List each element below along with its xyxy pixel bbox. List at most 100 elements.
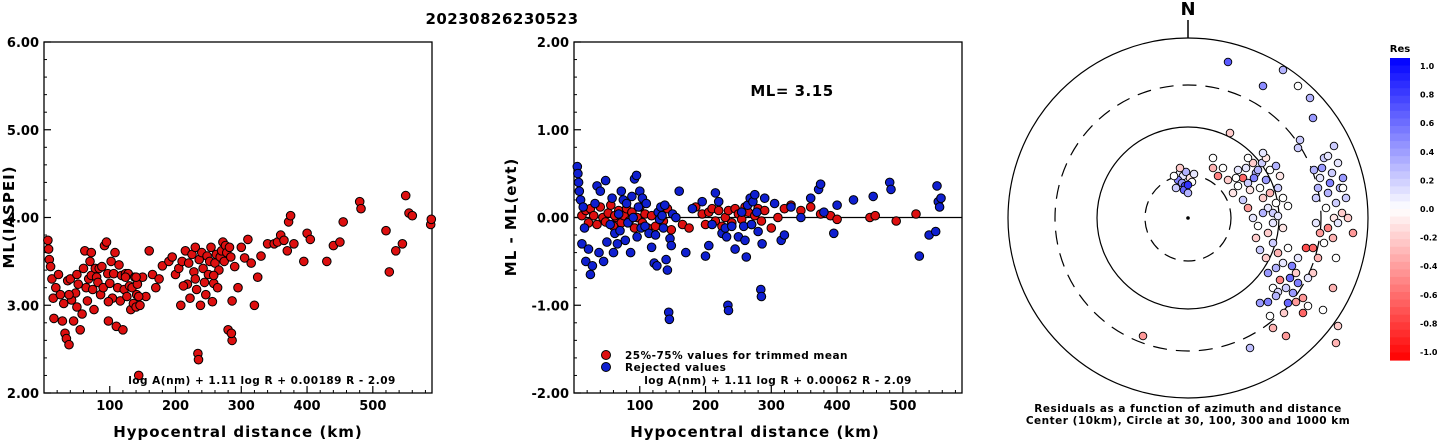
middle-point	[805, 193, 816, 203]
middle-x-tick-label: 500	[889, 399, 916, 414]
left-point	[103, 296, 114, 307]
colorbar-label: 1.0	[1420, 62, 1435, 71]
polar-point	[1213, 171, 1223, 181]
middle-point	[752, 207, 762, 217]
ring-300km	[1054, 84, 1322, 352]
middle-point	[757, 239, 767, 249]
polar-point	[1263, 268, 1273, 278]
left-point	[305, 234, 316, 245]
middle-point	[786, 202, 796, 212]
polar-point	[1333, 321, 1343, 331]
middle-point	[930, 226, 941, 237]
left-y-tick-label: 3.00	[7, 299, 39, 314]
left-point	[98, 282, 108, 293]
colorbar-cell	[1390, 58, 1410, 67]
middle-point	[848, 195, 859, 205]
polar-caption-line1: Residuals as a function of azimuth and d…	[1034, 403, 1341, 415]
polar-point	[1279, 308, 1289, 318]
middle-point	[832, 214, 842, 225]
middle-point	[687, 203, 698, 214]
left-point	[397, 239, 408, 249]
colorbar: Res 1.0 0.8 0.6 0.4 0.2 0.0 -0.2 -0.4 -0.6 -0.8 -1…	[1390, 44, 1437, 361]
middle-point	[658, 223, 669, 233]
polar-point	[1328, 283, 1338, 293]
middle-point	[581, 256, 591, 267]
left-point	[229, 261, 240, 272]
polar-point	[1315, 173, 1325, 183]
colorbar-cell	[1390, 186, 1410, 195]
middle-point	[662, 265, 673, 275]
colorbar-cell	[1390, 125, 1410, 135]
left-y-tick-label: 2.00	[7, 387, 39, 402]
middle-point	[573, 168, 583, 179]
left-point	[239, 253, 250, 263]
left-point	[191, 284, 202, 295]
polar-point	[1271, 263, 1281, 273]
polar-point	[1338, 173, 1348, 183]
middle-point	[911, 209, 921, 219]
colorbar-cell	[1390, 65, 1410, 74]
middle-point	[585, 269, 596, 280]
middle-point	[710, 188, 721, 198]
middle-point	[578, 202, 589, 212]
middle-y-tick-label: -2.00	[532, 387, 569, 402]
middle-point	[657, 210, 667, 221]
polar-point	[1281, 331, 1291, 341]
polar-point	[1233, 181, 1243, 191]
legend-label-accepted: 25%-75% values for trimmed mean	[625, 350, 848, 362]
left-point	[381, 225, 391, 236]
left-point	[115, 296, 126, 306]
colorbar-cell	[1390, 239, 1410, 248]
middle-point	[700, 251, 711, 261]
middle-data-points	[572, 161, 946, 325]
left-axis-ticks: 100 200 300 400 500 2.00 3.00 4.00 5.00 6.00	[7, 36, 426, 414]
polar-point	[1225, 128, 1235, 138]
middle-point	[815, 179, 826, 189]
polar-point	[1218, 163, 1228, 173]
left-point	[391, 246, 401, 256]
colorbar-cell	[1390, 193, 1410, 203]
middle-point	[746, 219, 757, 230]
left-point	[114, 260, 124, 270]
polar-point	[1183, 180, 1193, 190]
left-point	[87, 284, 98, 295]
polar-point	[1331, 198, 1341, 208]
middle-x-tick-label: 400	[823, 399, 850, 414]
polar-point	[1245, 185, 1255, 195]
colorbar-cell	[1390, 103, 1410, 112]
middle-y-tick-label: 1.00	[537, 124, 569, 139]
middle-point	[590, 198, 600, 209]
middle-point	[608, 247, 619, 258]
left-point	[219, 256, 229, 267]
polar-point	[1298, 308, 1308, 318]
left-point	[226, 328, 237, 339]
left-point	[43, 244, 54, 254]
polar-point	[1317, 163, 1327, 173]
middle-point	[595, 186, 606, 196]
left-point	[252, 272, 263, 283]
middle-axis-ticks: 100 200 300 400 500 -2.00 -1.00 0.00 1.00 2.00	[532, 36, 956, 414]
middle-point	[773, 212, 783, 223]
middle-point	[681, 247, 691, 258]
middle-y-tick-label: 0.00	[537, 212, 569, 227]
polar-point	[1293, 253, 1303, 263]
left-point	[183, 258, 194, 268]
middle-point	[753, 226, 763, 237]
colorbar-cell	[1390, 307, 1410, 316]
colorbar-cells	[1390, 58, 1410, 361]
colorbar-label: 0.6	[1420, 119, 1435, 128]
polar-point	[1333, 158, 1343, 168]
polar-point	[1298, 293, 1308, 303]
polar-point	[1258, 81, 1268, 91]
middle-point	[650, 230, 661, 240]
colorbar-cell	[1390, 216, 1410, 225]
middle-formula: log A(nm) + 1.11 log R + 0.00062 R - 2.0…	[644, 375, 912, 387]
left-point	[73, 279, 83, 290]
left-point	[131, 272, 141, 283]
legend-swatch-accepted	[601, 350, 611, 360]
left-point	[151, 282, 161, 293]
polar-point	[1233, 165, 1243, 175]
middle-point	[574, 186, 585, 196]
polar-point	[1255, 298, 1265, 308]
epicenter-marker	[1186, 216, 1190, 220]
